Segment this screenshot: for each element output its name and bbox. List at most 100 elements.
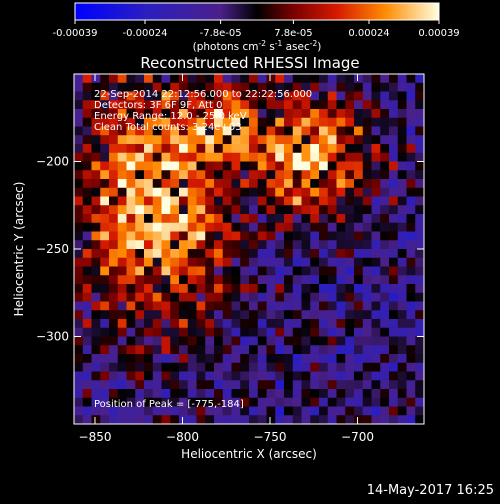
heatmap-cell xyxy=(91,231,101,241)
heatmap-cell xyxy=(91,144,101,154)
heatmap-cell xyxy=(82,362,92,372)
heatmap-cell xyxy=(284,284,294,294)
heatmap-cell xyxy=(240,187,250,197)
heatmap-cell xyxy=(214,415,224,424)
heatmap-cell xyxy=(301,301,311,311)
heatmap-cell xyxy=(336,196,346,206)
heatmap-cell xyxy=(257,196,267,206)
heatmap-cell xyxy=(161,187,171,197)
heatmap-cell xyxy=(117,327,127,337)
heatmap-cell xyxy=(240,135,250,145)
heatmap-cell xyxy=(109,345,119,355)
heatmap-cell xyxy=(222,380,232,390)
heatmap-cell xyxy=(109,292,119,302)
heatmap-cell xyxy=(415,380,424,390)
heatmap-cell xyxy=(301,310,311,320)
heatmap-cell xyxy=(371,179,381,189)
heatmap-cell xyxy=(82,144,92,154)
heatmap-cell xyxy=(144,336,154,346)
heatmap-cell xyxy=(336,82,346,92)
heatmap-cell xyxy=(222,415,232,424)
heatmap-cell xyxy=(152,275,162,285)
heatmap-cell xyxy=(100,266,110,276)
heatmap-cell xyxy=(336,284,346,294)
heatmap-cell xyxy=(362,74,372,84)
heatmap-cell xyxy=(362,345,372,355)
heatmap-cell xyxy=(354,336,364,346)
heatmap-cell xyxy=(135,100,145,110)
heatmap-cell xyxy=(74,354,84,364)
heatmap-cell xyxy=(205,205,215,215)
heatmap-cell xyxy=(327,327,337,337)
heatmap-cell xyxy=(135,231,145,241)
heatmap-cell xyxy=(275,179,285,189)
heatmap-cell xyxy=(266,301,276,311)
heatmap-cell xyxy=(327,266,337,276)
heatmap-cell xyxy=(336,135,346,145)
heatmap-cell xyxy=(205,117,215,127)
heatmap-cell xyxy=(275,336,285,346)
heatmap-cell xyxy=(240,161,250,171)
heatmap-cell xyxy=(144,82,154,92)
heatmap-cell xyxy=(214,284,224,294)
heatmap-cell xyxy=(82,205,92,215)
heatmap-cell xyxy=(152,292,162,302)
heatmap-cell xyxy=(222,240,232,250)
heatmap-cell xyxy=(301,371,311,381)
heatmap-cell xyxy=(144,275,154,285)
heatmap-cell xyxy=(380,319,390,329)
colorbar-tick-label: 7.8e-05 xyxy=(274,28,312,39)
heatmap-cell xyxy=(354,161,364,171)
heatmap-cell xyxy=(389,214,399,224)
heatmap-cell xyxy=(345,109,355,119)
heatmap-cell xyxy=(406,126,416,136)
heatmap-cell xyxy=(345,345,355,355)
heatmap-cell xyxy=(152,82,162,92)
y-axis: −200−250−300 xyxy=(36,155,424,344)
heatmap-cell xyxy=(266,161,276,171)
heatmap-cell xyxy=(257,82,267,92)
heatmap-cell xyxy=(170,222,180,232)
heatmap-cell xyxy=(275,187,285,197)
heatmap-cell xyxy=(310,109,320,119)
heatmap-cell xyxy=(292,249,302,259)
heatmap-cell xyxy=(266,91,276,101)
heatmap-cell xyxy=(301,240,311,250)
heatmap-cell xyxy=(275,354,285,364)
heatmap-cell xyxy=(196,380,206,390)
heatmap-cell xyxy=(231,266,241,276)
heatmap-cell xyxy=(345,380,355,390)
heatmap-cell xyxy=(362,187,372,197)
heatmap-cell xyxy=(222,161,232,171)
heatmap-cell xyxy=(240,91,250,101)
heatmap-cell xyxy=(371,389,381,399)
colorbar-tick-label: -0.00039 xyxy=(53,28,98,39)
heatmap-cell xyxy=(135,327,145,337)
heatmap-cell xyxy=(126,415,136,424)
heatmap-cell xyxy=(301,161,311,171)
heatmap-cell xyxy=(292,327,302,337)
heatmap-cell xyxy=(152,152,162,162)
heatmap-cell xyxy=(109,144,119,154)
heatmap-cell xyxy=(266,187,276,197)
heatmap-cell xyxy=(319,345,329,355)
heatmap-cell xyxy=(354,170,364,180)
heatmap-cell xyxy=(74,301,84,311)
heatmap-cell xyxy=(336,389,346,399)
heatmap-cell xyxy=(187,266,197,276)
heatmap-cell xyxy=(310,214,320,224)
heatmap-cell xyxy=(91,205,101,215)
heatmap-cell xyxy=(327,231,337,241)
heatmap-cell xyxy=(345,117,355,127)
heatmap-cell xyxy=(205,380,215,390)
heatmap-cell xyxy=(371,74,381,84)
heatmap-cell xyxy=(187,354,197,364)
heatmap-cell xyxy=(275,257,285,267)
heatmap-cell xyxy=(397,292,407,302)
heatmap-cell xyxy=(135,319,145,329)
heatmap-cell xyxy=(301,397,311,407)
heatmap-cell xyxy=(310,249,320,259)
heatmap-cell xyxy=(74,152,84,162)
heatmap-cell xyxy=(152,135,162,145)
heatmap-cell xyxy=(214,135,224,145)
